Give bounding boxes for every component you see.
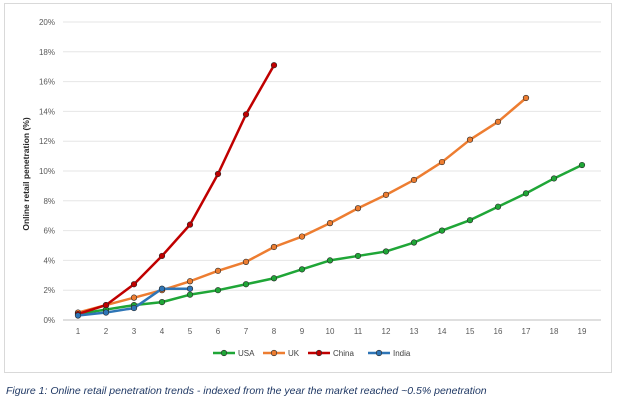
y-tick-label: 18% [39,48,55,57]
data-point-usa [494,203,502,210]
x-tick-label: 13 [410,327,419,336]
x-tick-label: 17 [522,327,531,336]
data-point-india [186,285,194,292]
data-point-usa [466,217,474,224]
x-tick-label: 1 [76,327,81,336]
x-tick-label: 4 [160,327,165,336]
legend-marker-usa [220,349,228,357]
x-axis-ticks: 1 2 3 4 5 6 7 8 9 10 11 12 13 14 15 16 17 18 19 [76,327,587,336]
legend-item-usa: USA [213,349,255,358]
series-uk [74,94,530,316]
series-china [74,62,278,318]
legend-label-china: China [333,349,354,358]
x-tick-label: 16 [494,327,503,336]
data-point-usa [578,161,586,169]
y-tick-label: 10% [39,167,55,176]
data-point-india [74,312,82,319]
data-point-usa [214,287,222,294]
gridlines [63,21,601,321]
data-point-china [186,221,194,228]
x-tick-label: 14 [438,327,447,336]
data-point-uk [326,220,334,227]
data-point-uk [298,233,306,240]
data-point-uk [494,118,502,125]
data-point-uk [438,158,446,166]
data-point-usa [326,257,334,264]
data-point-usa [242,281,250,288]
series-line-uk [76,96,528,314]
series-lines [74,62,586,319]
data-point-usa [158,299,166,306]
x-tick-label: 8 [272,327,277,336]
x-tick-label: 6 [216,327,221,336]
line-chart: 0%2%4%6%8%10%12%14%16%18%20% 1 2 3 4 5 6 7 8 9 10… [21,18,601,358]
data-point-usa [410,239,418,246]
y-tick-label: 2% [43,286,55,295]
y-tick-label: 20% [39,18,55,27]
data-point-india [158,285,166,292]
legend-label-usa: USA [238,349,255,358]
legend-marker-china [315,349,323,357]
y-tick-label: 4% [43,256,55,265]
y-tick-label: 16% [39,78,55,87]
x-tick-label: 12 [382,327,391,336]
data-point-usa [298,266,306,273]
x-tick-label: 9 [300,327,305,336]
legend-item-china: China [308,349,354,358]
y-axis-ticks: 0% 2% 4% 6% 8% 10% 12% 14% 16% 18% 20% [39,18,55,325]
data-point-uk [354,205,362,212]
data-point-uk [466,136,474,143]
legend-item-uk: UK [263,349,300,358]
data-point-uk [522,94,530,102]
data-point-china [270,62,278,69]
legend-marker-india [375,349,383,357]
legend-marker-uk [270,349,278,357]
y-tick-label: 8% [43,197,55,206]
legend-label-uk: UK [288,349,300,358]
data-point-india [102,309,110,316]
data-point-uk [186,278,194,285]
x-tick-label: 19 [578,327,587,336]
data-point-usa [522,190,530,197]
legend: USA UK China India [213,349,411,358]
data-point-uk [270,243,278,251]
x-tick-label: 3 [132,327,137,336]
y-tick-label: 6% [43,227,55,236]
data-point-uk [382,191,390,198]
series-india [74,285,194,319]
data-point-usa [382,248,390,255]
series-line-china [76,63,276,316]
data-point-uk [410,176,418,184]
data-point-uk [214,267,222,274]
x-tick-label: 18 [550,327,559,336]
data-point-uk [130,294,138,301]
legend-item-india: India [368,349,411,358]
data-point-usa [186,291,194,298]
x-tick-label: 5 [188,327,193,336]
data-point-usa [270,275,278,282]
x-tick-label: 15 [466,327,475,336]
data-point-usa [438,227,446,234]
x-tick-label: 7 [244,327,249,336]
data-point-china [214,170,222,178]
y-tick-label: 12% [39,137,55,146]
figure-caption: Figure 1: Online retail penetration tren… [6,385,487,397]
data-point-china [130,281,138,288]
data-point-uk [242,258,250,265]
y-tick-label: 0% [43,316,55,325]
x-tick-label: 11 [354,327,363,336]
y-tick-label: 14% [39,107,55,116]
x-tick-label: 10 [326,327,335,336]
y-axis-label: Online retail penetration (%) [21,117,31,231]
data-point-china [102,302,110,309]
data-point-china [242,111,250,118]
x-tick-label: 2 [104,327,109,336]
data-point-usa [550,175,558,182]
data-point-china [158,252,166,260]
legend-label-india: India [393,349,411,358]
data-point-india [130,304,138,312]
chart-container: 0% 2% 4% 6% 8% 10% 12% 14% 16% 18% 20% 1 2 3 4 5 6 7 8 9 10… [4,3,612,373]
data-point-usa [354,252,362,260]
